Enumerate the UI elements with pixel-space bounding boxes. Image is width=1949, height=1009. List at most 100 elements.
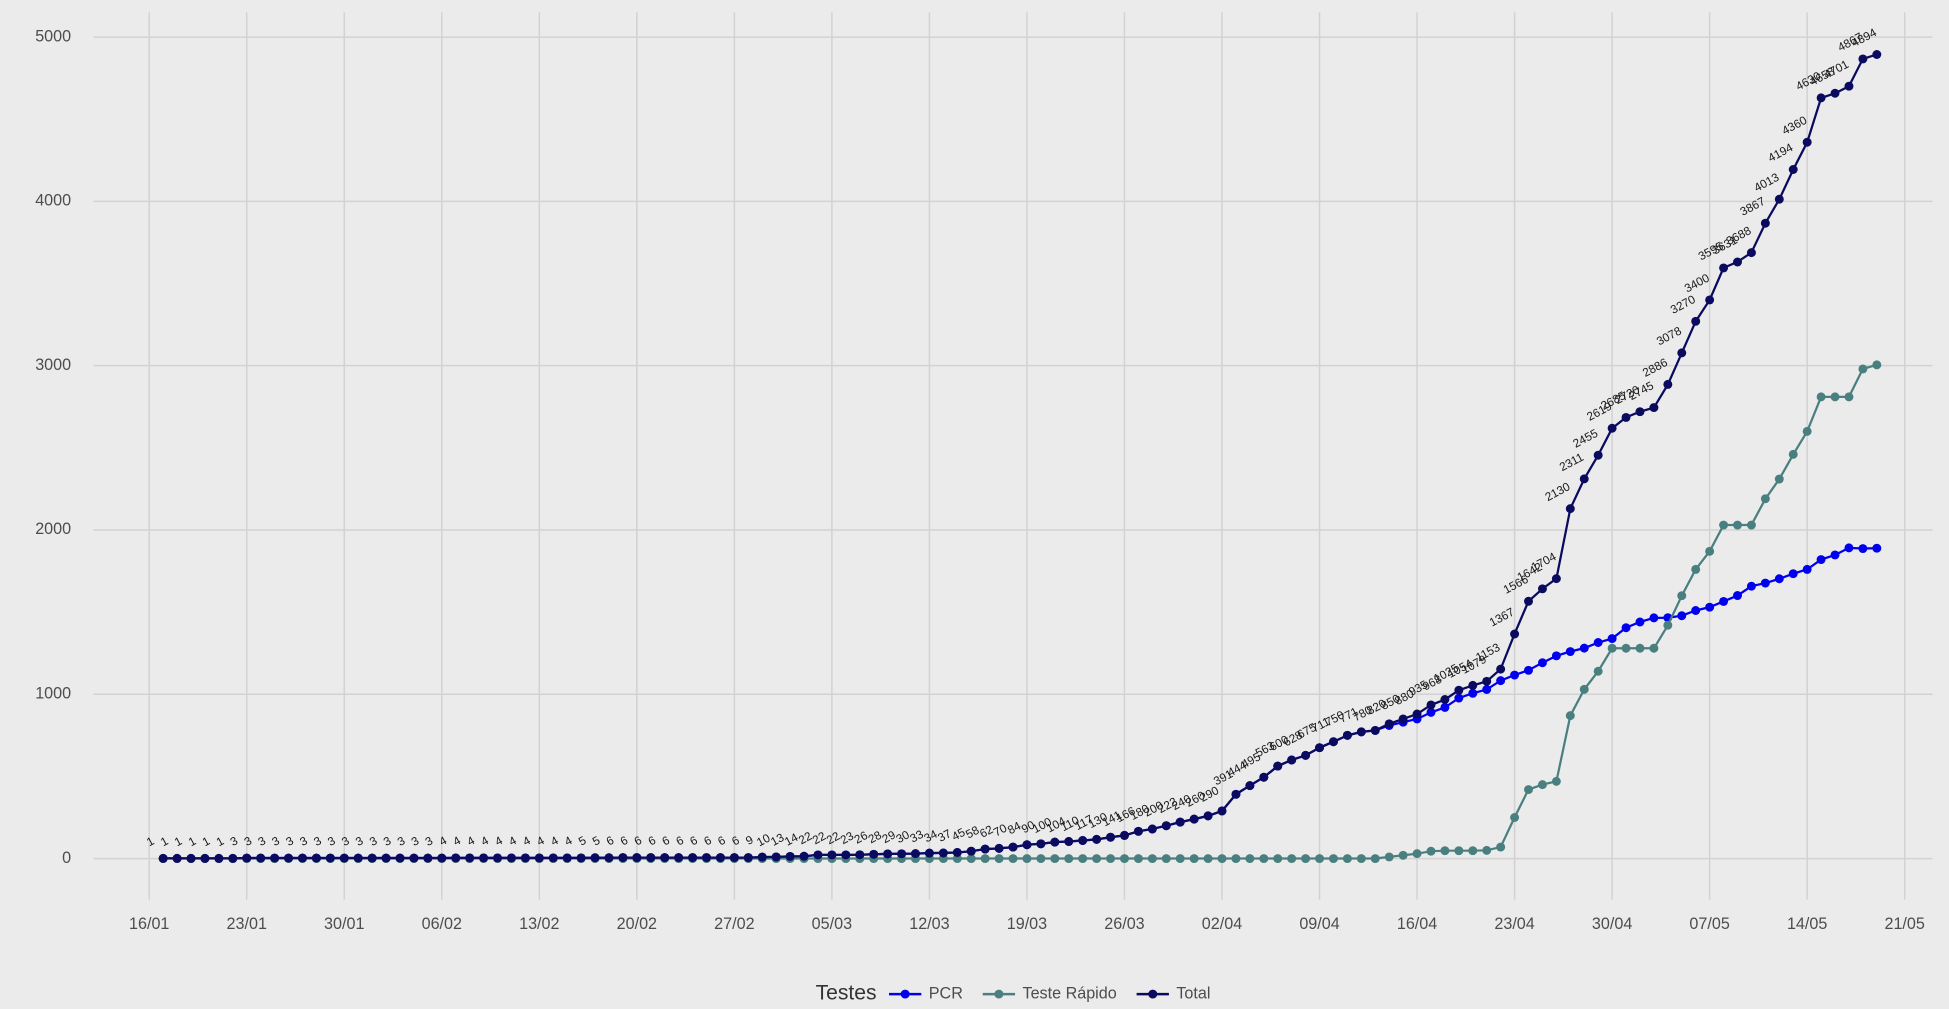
point — [1830, 550, 1840, 560]
point — [228, 853, 238, 863]
point — [339, 853, 349, 863]
x-tick-label: 02/04 — [1202, 915, 1242, 933]
x-tick-label: 23/01 — [227, 915, 267, 933]
point — [1537, 780, 1547, 790]
point — [771, 852, 781, 862]
point — [883, 849, 893, 859]
point — [381, 853, 391, 863]
point — [1175, 817, 1185, 827]
y-tick-label: 4000 — [35, 192, 71, 210]
point — [1579, 684, 1589, 694]
point — [1649, 643, 1659, 653]
point — [1607, 634, 1617, 644]
point — [1844, 392, 1854, 402]
point — [1245, 781, 1255, 791]
point — [813, 850, 823, 860]
point — [1370, 854, 1380, 864]
point — [1649, 613, 1659, 623]
point — [869, 849, 879, 859]
point — [1802, 564, 1812, 574]
point — [1719, 520, 1729, 530]
x-tick-label: 19/03 — [1007, 915, 1047, 933]
point — [1161, 821, 1171, 831]
point — [1147, 854, 1157, 864]
point — [1203, 811, 1213, 821]
point — [214, 853, 224, 863]
y-tick-label: 2000 — [35, 520, 71, 538]
point — [1635, 407, 1645, 417]
point — [1482, 685, 1492, 694]
point — [1482, 845, 1492, 855]
point — [1273, 761, 1283, 771]
point — [1245, 854, 1255, 864]
data-label: 22 — [796, 829, 814, 848]
point — [1412, 709, 1422, 719]
point — [702, 853, 711, 863]
point — [437, 853, 447, 863]
point — [186, 853, 196, 863]
point — [395, 853, 405, 863]
point — [1621, 623, 1631, 633]
point — [451, 853, 461, 863]
point — [1551, 574, 1561, 584]
point — [1468, 688, 1478, 698]
point — [1217, 806, 1227, 816]
x-tick-label: 30/01 — [324, 915, 364, 933]
point — [632, 853, 642, 863]
point — [242, 853, 252, 863]
point — [1342, 854, 1352, 864]
point — [674, 853, 684, 863]
point — [1565, 711, 1575, 721]
point — [1356, 854, 1366, 864]
point — [1106, 854, 1116, 864]
point — [1161, 854, 1171, 864]
point — [1440, 846, 1450, 856]
point — [897, 849, 907, 859]
data-label: 90 — [1019, 817, 1038, 836]
data-label: 29 — [880, 828, 898, 847]
point — [1746, 581, 1756, 591]
point — [1259, 772, 1269, 782]
point — [1677, 348, 1687, 358]
point — [590, 853, 600, 863]
point — [1551, 651, 1561, 661]
point — [1036, 839, 1046, 849]
point — [1593, 638, 1603, 647]
point — [311, 853, 321, 863]
point — [1663, 620, 1673, 630]
point — [1524, 785, 1533, 795]
point — [688, 853, 698, 863]
legend-swatch — [900, 989, 910, 999]
point — [1705, 602, 1715, 612]
point — [1551, 776, 1561, 786]
legend-swatch — [994, 989, 1004, 999]
x-tick-label: 30/04 — [1592, 915, 1632, 933]
point — [1468, 680, 1478, 690]
point — [757, 852, 767, 862]
point — [1705, 295, 1715, 305]
point — [1774, 474, 1784, 484]
point — [1537, 658, 1547, 668]
point — [1746, 520, 1756, 530]
point — [1106, 832, 1116, 842]
data-label: 34 — [921, 827, 940, 846]
y-tick-label: 0 — [62, 849, 71, 867]
point — [1078, 854, 1088, 864]
data-label: 58 — [963, 823, 982, 842]
x-tick-label: 16/01 — [129, 915, 169, 933]
point — [1830, 392, 1840, 402]
point — [1398, 850, 1408, 860]
data-label: 33 — [908, 827, 927, 846]
point — [841, 850, 851, 860]
point — [1635, 617, 1645, 627]
legend-swatch — [1148, 989, 1158, 999]
legend-label: PCR — [929, 984, 963, 1002]
point — [1496, 664, 1506, 674]
point — [520, 853, 530, 863]
point — [1370, 725, 1380, 735]
point — [938, 848, 948, 858]
point — [799, 851, 809, 861]
point — [1635, 643, 1645, 653]
